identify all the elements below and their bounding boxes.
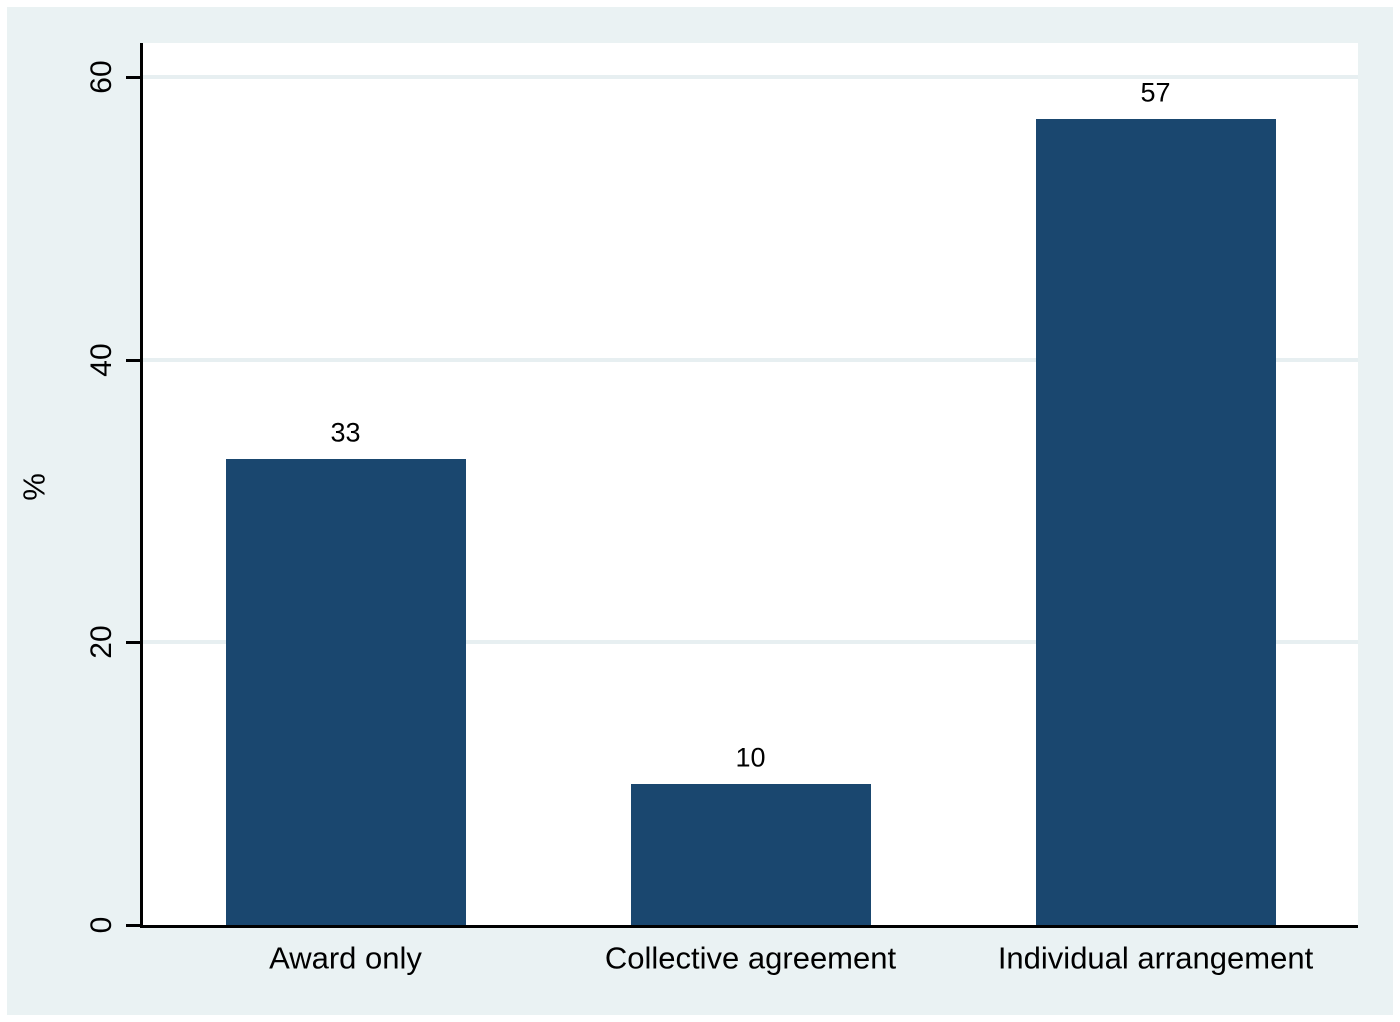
y-tick [126, 75, 140, 79]
y-gridline [143, 74, 1358, 79]
y-tick [126, 924, 140, 927]
bar-value-label: 10 [735, 742, 766, 773]
y-tick [126, 641, 140, 645]
y-gridline [143, 357, 1358, 362]
y-tick-label: 60 [85, 60, 118, 94]
y-axis-title: % [16, 473, 52, 501]
x-category-label: Collective agreement [604, 940, 897, 976]
bar-value-label: 33 [330, 417, 361, 448]
bar-value-label: 57 [1140, 77, 1171, 108]
graph-region: % 33 10 57 0 20 40 60 Award only Collective agre… [7, 7, 1393, 1015]
bar [225, 458, 466, 925]
y-tick [126, 358, 140, 362]
y-tick-label: 40 [85, 342, 118, 377]
x-axis-line [140, 925, 1358, 928]
bar [630, 783, 871, 925]
x-category-label: Individual arrangement [997, 940, 1314, 976]
bar [1035, 119, 1276, 925]
y-gridline [143, 640, 1358, 645]
y-tick-label: 0 [85, 916, 118, 934]
x-category-label: Award only [269, 940, 422, 976]
y-tick-label: 20 [85, 625, 118, 659]
y-axis-line [140, 43, 143, 928]
